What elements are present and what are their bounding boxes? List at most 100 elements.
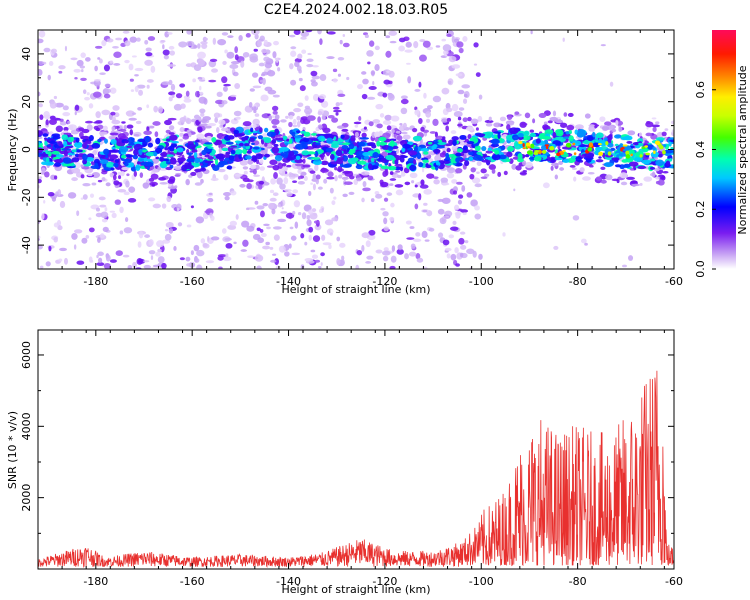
- spectrogram-cell: [450, 253, 457, 261]
- spectrogram-cell: [542, 182, 550, 189]
- spectrogram-cell: [513, 188, 516, 192]
- spectrogram-cell: [110, 138, 117, 145]
- spectrogram-cell: [530, 30, 533, 35]
- spectrogram-cell: [404, 253, 409, 260]
- spectrogram-cell: [414, 203, 419, 210]
- spectrogram-cell: [308, 209, 313, 215]
- spectrogram-cell: [292, 124, 298, 128]
- spectrogram-cell: [117, 171, 122, 176]
- spectrogram-cell: [62, 163, 72, 167]
- spectrogram-cell: [131, 112, 137, 115]
- spectrogram-cell: [48, 245, 52, 252]
- spectrogram-cell: [422, 159, 429, 164]
- spectrogram-cell: [193, 44, 198, 49]
- spectrogram-cell: [402, 143, 411, 149]
- spectrogram-cell: [435, 145, 446, 149]
- spectrogram-cell: [200, 112, 205, 117]
- spectrogram-cell: [319, 74, 327, 81]
- spectrogram-cell: [607, 151, 612, 156]
- spectrogram-cell: [653, 150, 656, 155]
- spectrogram-cell: [314, 150, 319, 158]
- spectrogram-cell: [239, 183, 246, 188]
- spectrogram-cell: [98, 257, 103, 264]
- spectrogram-cell: [579, 167, 585, 173]
- spectrogram-cell: [599, 116, 606, 123]
- spectrogram-cell: [188, 132, 192, 138]
- spectrogram-cell: [117, 188, 127, 193]
- spectrogram-cell: [333, 196, 337, 200]
- spectrogram-cell: [49, 115, 56, 120]
- spectrogram-cell: [210, 177, 219, 181]
- spectrogram-cell: [446, 117, 452, 122]
- spectrogram-cell: [421, 167, 425, 173]
- spectrogram-cell: [331, 200, 336, 206]
- spectrogram-cell: [413, 146, 418, 153]
- spectrogram-cell: [334, 166, 338, 171]
- spectrogram-cell: [257, 237, 265, 244]
- spectrogram-cell: [179, 257, 185, 261]
- spectrogram-cell: [609, 81, 614, 87]
- spectrogram-cell: [44, 161, 55, 166]
- spectrogram-cell: [129, 129, 133, 136]
- spectrogram-cell: [507, 145, 515, 152]
- spectrogram-cell: [222, 154, 231, 158]
- spectrogram-cell: [111, 146, 116, 150]
- spectrogram-cell: [384, 114, 392, 121]
- spectrogram-cell: [420, 147, 430, 152]
- spectrogram-cell: [413, 238, 422, 242]
- spectrogram-cell: [522, 147, 526, 150]
- spectrogram-cell: [657, 154, 663, 158]
- spectrogram-cell: [406, 62, 411, 65]
- spectrogram-cell: [453, 190, 458, 195]
- spectrogram-cell: [502, 232, 506, 237]
- spectrogram-cell: [329, 187, 334, 194]
- spectrogram-cell: [389, 178, 397, 181]
- spectrogram-cell: [291, 252, 301, 256]
- spectrogram-cell: [493, 131, 502, 134]
- spectrogram-cell: [271, 105, 279, 112]
- spectrogram-cell: [614, 143, 619, 147]
- spectrogram-cell: [433, 176, 439, 180]
- spectrogram-cell: [145, 52, 153, 57]
- spectrogram-cell: [324, 133, 335, 140]
- spectrogram-cell: [532, 118, 536, 124]
- spectrogram-cell: [445, 152, 450, 159]
- spectrogram-cell: [120, 154, 127, 159]
- spectrogram-cell: [112, 46, 119, 49]
- spectrogram-cell: [96, 254, 99, 259]
- spectrogram-cell: [462, 36, 468, 42]
- spectrogram-cell: [428, 227, 435, 232]
- spectrogram-cell: [455, 263, 460, 267]
- spectrogram-cell: [138, 89, 144, 96]
- spectrogram-cell: [120, 170, 125, 177]
- spectrogram-cell: [316, 149, 323, 155]
- spectrogram-cell: [80, 77, 87, 82]
- spectrogram-cell: [28, 224, 36, 227]
- spectrogram-cell: [160, 160, 169, 167]
- spectrogram-cell: [341, 259, 345, 265]
- spectrogram-cell: [182, 135, 189, 140]
- spectrogram-cell: [383, 226, 389, 232]
- spectrogram-cell: [447, 80, 452, 85]
- spectrogram-cell: [441, 197, 451, 204]
- spectrogram-cell: [61, 148, 72, 151]
- spectrogram-cell: [284, 142, 289, 146]
- spectrogram-cell: [383, 217, 388, 225]
- spectrogram-panel: -180 -160 -140 -120 -100 -80 -60 -40 -20 0 20 40 H…: [6, 29, 683, 296]
- spectrogram-cell: [595, 147, 603, 151]
- spectrogram-cell: [76, 59, 84, 67]
- spectrogram-cell: [356, 249, 363, 256]
- spectrogram-cell: [423, 92, 427, 99]
- spectrogram-cell: [157, 106, 163, 114]
- spectrogram-cell: [55, 191, 59, 196]
- spectrogram-cell: [302, 138, 310, 143]
- spectrogram-cell: [320, 138, 325, 142]
- spectrogram-cell: [55, 125, 64, 133]
- spectrogram-cell: [470, 118, 479, 125]
- spectrogram-cell: [342, 34, 346, 38]
- spectrogram-cell: [331, 217, 338, 222]
- spectrogram-cell: [267, 202, 275, 209]
- spectrogram-cell: [297, 181, 305, 185]
- spectrogram-cell: [326, 137, 334, 144]
- spectrogram-cell: [128, 117, 138, 121]
